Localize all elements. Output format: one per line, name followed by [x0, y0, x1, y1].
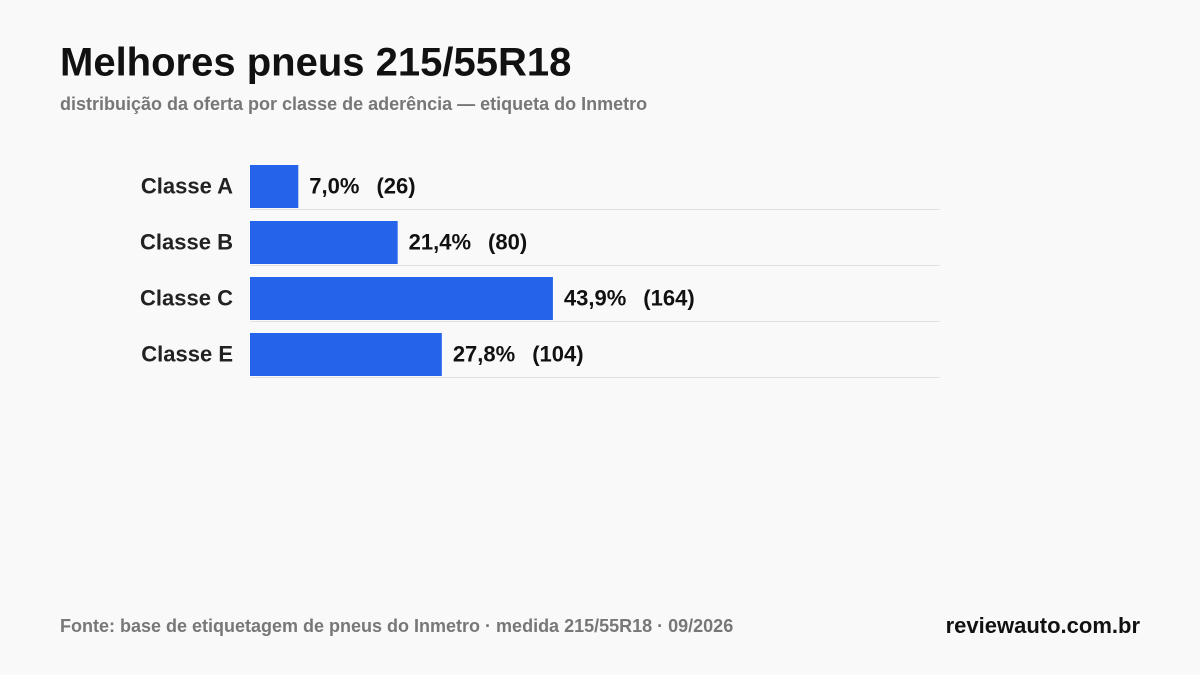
count-label: (104) — [532, 341, 583, 366]
source-note: Fonte: base de etiquetagem de pneus do I… — [60, 616, 733, 636]
count-label: (80) — [488, 229, 527, 254]
value-label: 21,4% — [409, 229, 471, 254]
category-label: Classe A — [141, 173, 233, 198]
category-label: Classe E — [141, 341, 233, 366]
count-label: (164) — [643, 285, 694, 310]
value-label: 27,8% — [453, 341, 515, 366]
category-label: Classe C — [140, 285, 233, 310]
count-label: (26) — [376, 173, 415, 198]
bar — [250, 221, 398, 264]
chart-title: Melhores pneus 215/55R18 — [60, 41, 571, 85]
value-label: 43,9% — [564, 285, 626, 310]
bar — [250, 165, 299, 208]
chart-subtitle: distribuição da oferta por classe de ade… — [60, 94, 647, 114]
category-label: Classe B — [140, 229, 233, 254]
brand: reviewauto.com.br — [946, 613, 1141, 638]
bar — [250, 333, 442, 376]
bar — [250, 277, 553, 320]
value-label: 7,0% — [309, 173, 359, 198]
